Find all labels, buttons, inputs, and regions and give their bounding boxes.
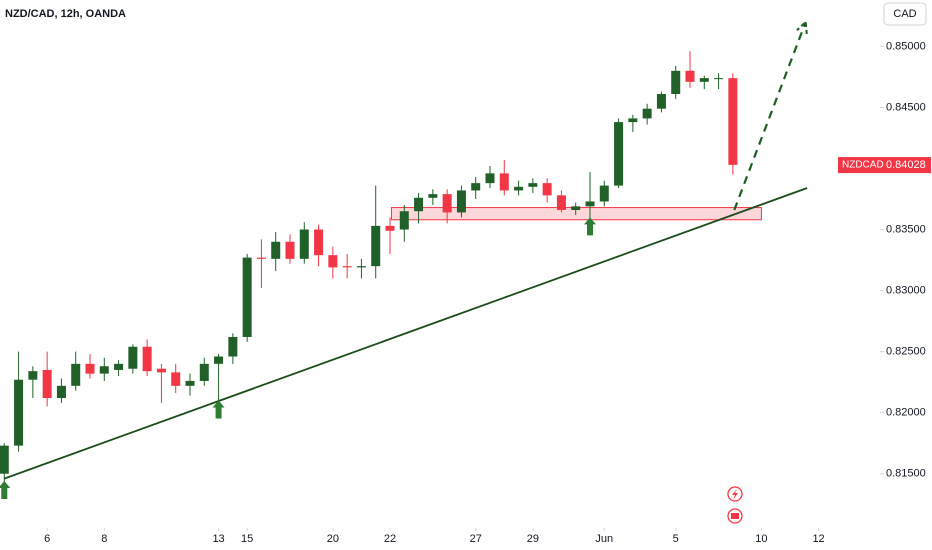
x-tick-label: 15: [241, 533, 253, 545]
candle-body: [442, 194, 452, 213]
last-price-tag: [838, 157, 931, 174]
candle-body: [185, 380, 195, 386]
candle-body: [599, 185, 609, 202]
x-tick-label: 29: [527, 533, 539, 545]
candle-body: [14, 379, 24, 446]
x-tick-label: 10: [755, 533, 767, 545]
candle-body: [56, 385, 66, 399]
candle-body: [171, 372, 181, 386]
plot-area: [0, 19, 808, 500]
up-arrow-marker: [584, 217, 596, 236]
candle-body: [585, 201, 595, 207]
last-price-label: 0.84028: [886, 159, 926, 171]
y-tick-label: 0.85000: [886, 40, 926, 52]
candle-body: [385, 225, 395, 231]
candle-body: [85, 363, 95, 374]
candle-body: [642, 108, 652, 119]
candle-body: [414, 197, 424, 212]
currency-button[interactable]: [883, 2, 927, 26]
candle-body: [328, 255, 338, 268]
candle-body: [28, 371, 38, 380]
candle-body: [314, 229, 324, 256]
candle-body: [199, 363, 209, 381]
candle-body: [699, 78, 709, 82]
candle-body: [528, 183, 538, 187]
y-tick-label: 0.84500: [886, 101, 926, 113]
candle-body: [628, 118, 638, 123]
candle-body: [371, 225, 381, 267]
candle-body: [471, 183, 481, 191]
x-tick-label: 8: [101, 533, 107, 545]
candle-body: [71, 363, 81, 386]
candle-body: [256, 257, 266, 259]
y-tick-label: 0.83500: [886, 223, 926, 235]
y-tick-label: 0.81500: [886, 468, 926, 480]
candle-body: [456, 190, 466, 213]
candle-body: [142, 346, 152, 372]
candle-body: [99, 366, 109, 374]
up-arrow-marker: [212, 400, 225, 419]
candle-body: [614, 122, 624, 186]
x-tick-label: 6: [44, 533, 50, 545]
candle-body: [356, 266, 366, 268]
currency-label[interactable]: CAD: [893, 8, 916, 20]
candle-body: [242, 257, 252, 337]
candle-body: [42, 369, 52, 399]
x-tick-label: 27: [470, 533, 482, 545]
candle-body: [428, 194, 438, 198]
candle-body: [299, 229, 309, 259]
projection-arrow: [733, 21, 807, 211]
candle-body: [156, 368, 166, 373]
candle-body: [271, 241, 281, 259]
candle-body: [556, 195, 566, 210]
candle-body: [228, 336, 238, 357]
candle-body: [714, 78, 724, 80]
x-tick-label: Jun: [595, 533, 613, 545]
candle-body: [342, 266, 352, 268]
candle-body: [0, 445, 9, 474]
y-tick-label: 0.82000: [886, 407, 926, 419]
icons: [727, 486, 743, 524]
candle-body: [214, 356, 224, 364]
candle-body: [499, 173, 509, 191]
x-tick-label: 13: [212, 533, 224, 545]
x-tick-label: 12: [812, 533, 824, 545]
candle-body: [514, 186, 524, 191]
y-tick-label: 0.82500: [886, 346, 926, 358]
candle-body: [128, 346, 138, 369]
up-arrow-marker: [0, 481, 11, 500]
candle-body: [728, 78, 738, 165]
chart-title: NZD/CAD, 12h, OANDA: [5, 8, 126, 20]
candle-body: [571, 206, 581, 210]
candle-body: [114, 363, 124, 370]
candle-body: [671, 70, 681, 95]
candle-body: [399, 211, 409, 230]
candle-body: [542, 183, 552, 196]
x-tick-label: 5: [673, 533, 679, 545]
candle-body: [656, 94, 666, 109]
trendline: [3, 187, 808, 480]
candle-body: [685, 70, 695, 82]
x-tick-label: 20: [327, 533, 339, 545]
x-tick-label: 22: [384, 533, 396, 545]
candle-body: [485, 173, 495, 184]
symbol-label: NZDCAD: [842, 160, 884, 171]
candle-body: [285, 241, 295, 259]
y-tick-label: 0.83000: [886, 284, 926, 296]
